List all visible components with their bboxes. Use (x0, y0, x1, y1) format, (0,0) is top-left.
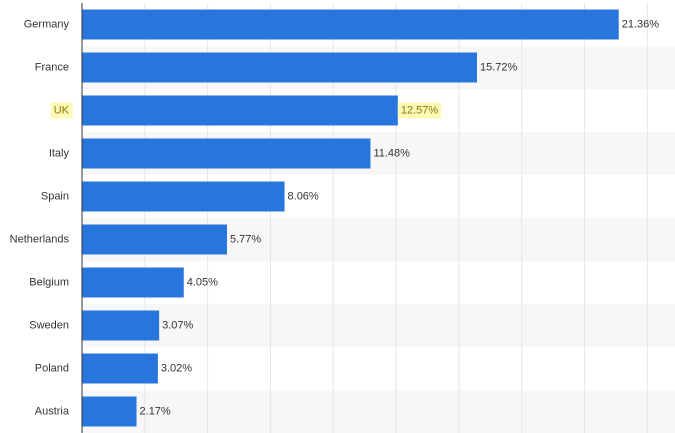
value-label: 5.77% (230, 233, 261, 245)
category-label: France (35, 61, 69, 73)
value-label: 11.48% (373, 147, 410, 159)
value-label: 3.07% (162, 319, 193, 331)
value-label: 21.36% (622, 18, 660, 30)
value-label: 8.06% (288, 190, 319, 202)
bar (82, 95, 398, 126)
category-label: Sweden (29, 319, 69, 331)
value-label: 2.17% (140, 405, 171, 417)
bar (82, 353, 158, 384)
value-label: 3.02% (161, 362, 192, 374)
category-label: UK (54, 104, 70, 116)
category-label: Belgium (29, 276, 69, 288)
value-label: 4.05% (187, 276, 218, 288)
highlight (50, 102, 73, 119)
bar (82, 138, 371, 169)
value-label: 12.57% (401, 104, 439, 116)
category-label: Austria (35, 405, 70, 417)
bar (82, 181, 285, 212)
highlight (397, 102, 442, 119)
category-label: Poland (35, 362, 69, 374)
value-label: 15.72% (480, 61, 518, 73)
bar (82, 9, 619, 40)
category-label: Italy (49, 147, 70, 159)
bar (82, 310, 160, 341)
bar (82, 224, 227, 255)
row-band (82, 390, 675, 433)
category-label: Netherlands (10, 233, 70, 245)
category-label: Spain (41, 190, 69, 202)
bar (82, 396, 137, 427)
bar (82, 52, 477, 83)
category-label: Germany (24, 18, 70, 30)
bar (82, 267, 184, 298)
row-band (82, 304, 675, 347)
